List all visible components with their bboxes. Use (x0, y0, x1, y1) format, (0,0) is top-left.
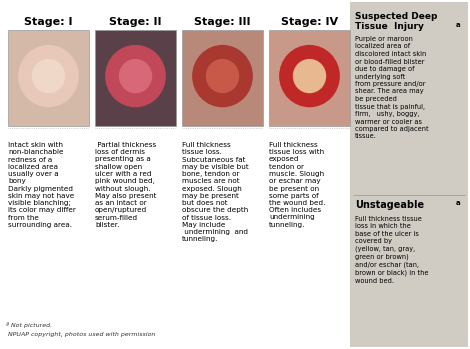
Ellipse shape (18, 45, 79, 107)
Ellipse shape (119, 59, 152, 93)
Ellipse shape (105, 45, 166, 107)
Text: NPUAP copyright, photos used with permission: NPUAP copyright, photos used with permis… (6, 332, 156, 337)
Text: Partial thickness
loss of dermis
presenting as a
shallow open
ulcer with a red
p: Partial thickness loss of dermis present… (95, 142, 157, 228)
Ellipse shape (279, 45, 340, 107)
Bar (182, 30, 263, 126)
Text: Stage: II: Stage: II (109, 17, 162, 27)
Ellipse shape (293, 59, 326, 93)
Text: Tissue  Injury: Tissue Injury (355, 22, 424, 31)
Ellipse shape (192, 45, 253, 107)
Text: Stage: III: Stage: III (194, 17, 251, 27)
Text: a: a (456, 200, 461, 206)
Bar (269, 30, 350, 126)
Bar (8, 30, 89, 126)
Ellipse shape (206, 59, 239, 93)
Text: Full thickness
tissue loss with
exposed
tendon or
muscle. Slough
or eschar may
b: Full thickness tissue loss with exposed … (269, 142, 325, 228)
Text: Purple or maroon
localized area of
discolored intact skin
or blood-filled bliste: Purple or maroon localized area of disco… (355, 36, 429, 140)
Text: Full thickness tissue
loss in which the
base of the ulcer is
covered by
(yellow,: Full thickness tissue loss in which the … (355, 216, 429, 284)
Text: Stage: I: Stage: I (24, 17, 73, 27)
Text: Stage: IV: Stage: IV (281, 17, 338, 27)
Text: Unstageable: Unstageable (355, 200, 424, 210)
Ellipse shape (32, 59, 65, 93)
Text: Intact skin with
non-blanchable
redness of a
localized area
usually over a
bony
: Intact skin with non-blanchable redness … (8, 142, 76, 228)
Bar (95, 30, 176, 126)
FancyBboxPatch shape (350, 2, 468, 347)
Text: Suspected Deep: Suspected Deep (355, 12, 438, 21)
Text: a: a (456, 22, 461, 28)
Text: ª Not pictured.: ª Not pictured. (6, 322, 52, 328)
Text: Full thickness
tissue loss.
Subcutaneous fat
may be visible but
bone, tendon or
: Full thickness tissue loss. Subcutaneous… (182, 142, 249, 242)
